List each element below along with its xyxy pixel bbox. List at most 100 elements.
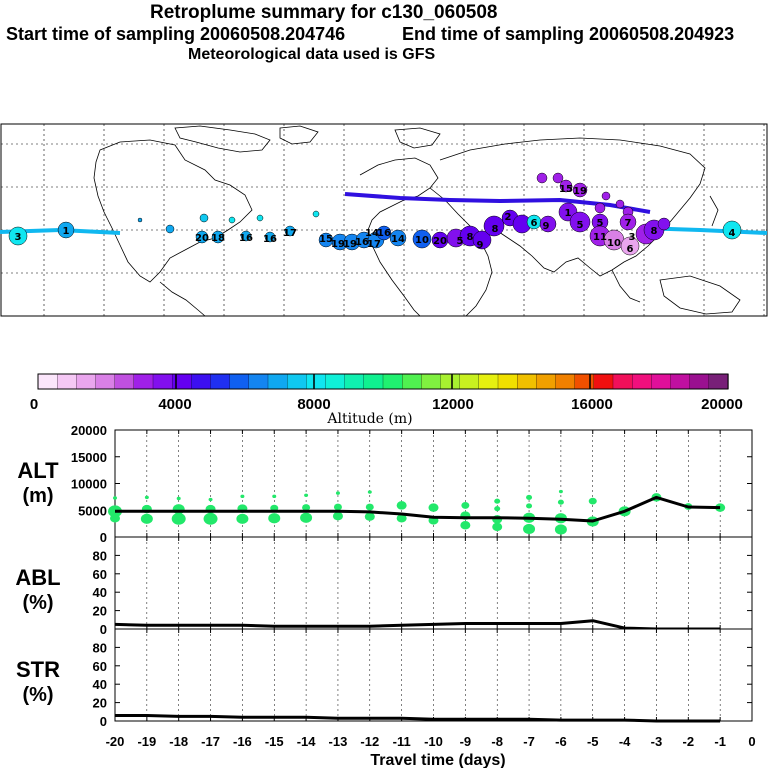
map-label: 9 [543, 221, 550, 232]
x-tick-label: 0 [748, 734, 755, 749]
map-label: 19 [343, 239, 357, 250]
colorbar-cell [210, 373, 231, 390]
colorbar-cell [517, 373, 537, 390]
alt-point [396, 514, 407, 523]
series-line [115, 714, 721, 723]
colorbar: 0 4000 8000 12000 16000 20000 Altitude (m) [30, 373, 743, 427]
x-axis: -20 -19 -18 -17 -16 -15 -14 -13 -12 -11 -10 -9 -8 -7-… [106, 734, 756, 749]
panel-label-top: ALT [17, 458, 59, 483]
colorbar-cell [133, 373, 154, 390]
alt-point [140, 513, 153, 524]
map-dot [376, 225, 392, 241]
x-tick-label: -4 [619, 734, 631, 749]
panel-str: 0 20 40 60 80 STR(%) [16, 628, 753, 729]
colorbar-cell [536, 373, 557, 390]
colorbar-cell [670, 373, 691, 390]
x-tick-label: -9 [460, 734, 472, 749]
map-dot [483, 215, 505, 237]
map-dot [594, 202, 606, 214]
map-label: 20 [433, 236, 447, 247]
map-dot [412, 229, 432, 249]
map-label: 8 [467, 232, 474, 243]
alt-point [300, 512, 313, 523]
colorbar-tick-label: 0 [30, 396, 38, 413]
map-dot [240, 230, 252, 242]
y-tick-label: 60 [93, 567, 107, 582]
x-tick-label: -6 [555, 734, 567, 749]
panel-label-top: ABL [15, 565, 60, 590]
map-dot [539, 215, 557, 233]
alt-point [367, 490, 372, 494]
alt-point [557, 499, 564, 505]
colorbar-cell [382, 373, 403, 390]
map-label: 5 [597, 218, 604, 229]
map-label: 16 [263, 234, 277, 245]
y-tick-label: 0 [100, 714, 107, 729]
alt-point [272, 494, 277, 499]
alt-point [335, 491, 340, 495]
colorbar-cell [57, 373, 77, 390]
colorbar-cell [478, 373, 499, 390]
alt-point [268, 513, 281, 524]
alt-point [554, 524, 567, 535]
alt-point [492, 522, 503, 532]
map-label: 3 [629, 232, 636, 243]
x-tick-label: -14 [297, 734, 317, 749]
map-label: 10 [607, 238, 621, 249]
x-tick-label: -5 [587, 734, 599, 749]
x-tick-label: -17 [201, 734, 220, 749]
panel-label-unit: (%) [22, 684, 53, 706]
alt-point [588, 497, 597, 505]
alt-point [203, 512, 218, 525]
x-tick-label: -1 [714, 734, 726, 749]
time-series-panels: 05000100001500020000ALT(m)020406080ABL(%… [15, 423, 753, 729]
map-label: 15 [319, 234, 333, 245]
colorbar-cell [306, 373, 327, 390]
series-line [114, 619, 721, 631]
map-label: 1 [63, 226, 70, 237]
y-tick-label: 20000 [71, 423, 107, 438]
end-sampling-text: End time of sampling 20060508.204923 [402, 24, 735, 44]
alt-point [236, 513, 249, 524]
map-dot [619, 213, 637, 231]
map-label: 5 [457, 236, 464, 247]
x-tick-label: -2 [683, 734, 695, 749]
colorbar-cell [172, 373, 192, 390]
x-tick-label: -12 [360, 734, 379, 749]
colorbar-cell [593, 373, 614, 390]
panel-label-unit: (m) [22, 485, 53, 507]
map-label: 8 [492, 224, 499, 235]
alt-point [208, 497, 213, 502]
colorbar-cell [344, 373, 365, 390]
map-dots [8, 172, 742, 256]
alt-point [176, 496, 181, 501]
colorbar-cell [632, 373, 652, 390]
map-label: 19 [573, 186, 587, 197]
map-dot [620, 236, 640, 256]
map-track-upper [344, 192, 651, 214]
x-tick-label: -13 [329, 734, 348, 749]
chart-title: Retroplume summary for c130_060508 [150, 2, 498, 23]
colorbar-cell [574, 373, 595, 390]
map-label: 1 [565, 208, 572, 219]
y-tick-label: 80 [93, 548, 107, 563]
x-tick-label: -11 [393, 734, 411, 749]
map-label: 10 [415, 235, 429, 246]
colorbar-cell [152, 373, 173, 390]
colorbar-cell [267, 373, 288, 390]
map-label: 19 [331, 239, 345, 250]
met-data-text: Meteorological data used is GFS [188, 46, 436, 63]
map-dot [552, 172, 564, 184]
map-label: 8 [651, 226, 658, 237]
map-dot [57, 221, 75, 239]
x-tick-label: -16 [233, 734, 252, 749]
map-label: 2 [505, 212, 512, 223]
colorbar-cell [76, 373, 97, 390]
map-dot [8, 226, 28, 246]
colorbar-cell [114, 373, 135, 390]
alt-point [428, 503, 439, 512]
alt-point [494, 498, 501, 504]
panel-alt: 0 5000 10000 15000 20000 ALT(m) [17, 423, 753, 545]
alt-point [526, 494, 533, 500]
colorbar-tick-label: 12000 [432, 396, 474, 413]
